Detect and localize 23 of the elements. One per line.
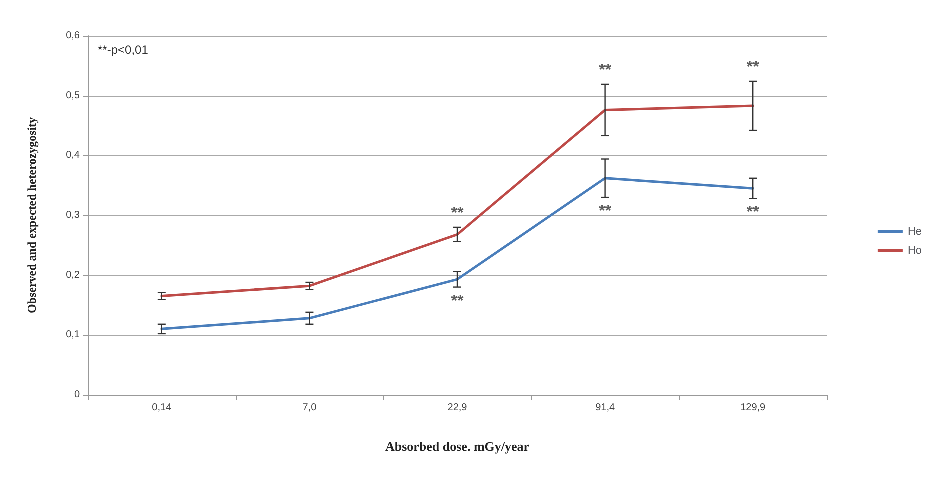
annotation: ** [599, 62, 612, 79]
y-tick-label: 0,2 [66, 270, 80, 281]
legend-label: He [908, 226, 922, 238]
y-axis-title: Observed and expected heterozygosity [25, 117, 39, 314]
annotation: ** [746, 58, 760, 76]
annotation: ** [746, 204, 760, 222]
x-tick-label: 0,14 [152, 402, 172, 414]
annotation: ** [451, 292, 464, 310]
y-tick-label: 0,3 [66, 210, 80, 221]
annotation: ** [451, 204, 464, 222]
annotation: **-p<0,01 [98, 43, 149, 57]
y-tick-label: 0,1 [66, 330, 80, 341]
x-tick-label: 22,9 [448, 402, 468, 414]
y-tick-label: 0,5 [66, 90, 80, 102]
annotation: ** [599, 203, 612, 220]
y-tick-label: 0 [74, 390, 80, 400]
x-tick-label: 7,0 [302, 402, 318, 414]
legend-label: Ho [908, 245, 922, 257]
x-tick-label: 129,9 [740, 402, 766, 414]
x-tick-label: 91,4 [596, 402, 616, 414]
y-tick-label: 0,4 [66, 150, 80, 162]
y-tick-label: 0,6 [66, 30, 80, 42]
x-axis-title: Absorbed dose. mGy/year [385, 439, 530, 454]
